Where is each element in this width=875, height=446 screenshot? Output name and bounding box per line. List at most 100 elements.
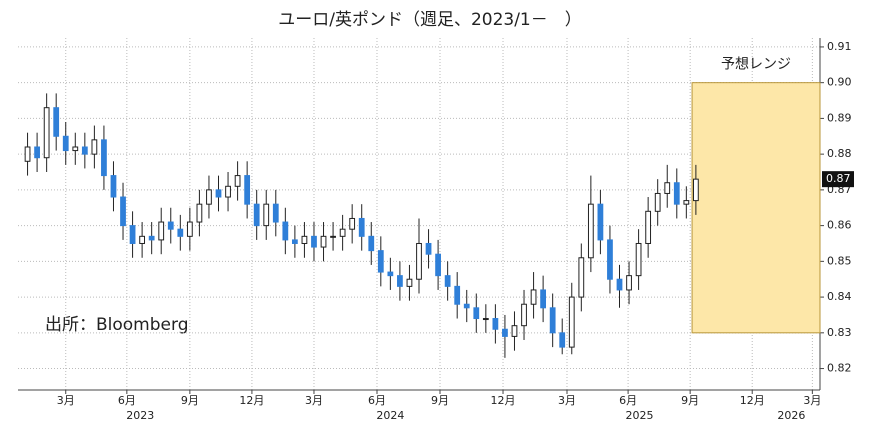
candle-body — [311, 235, 317, 248]
candle-body — [368, 235, 375, 252]
candle-body — [34, 146, 40, 159]
candle-body — [291, 239, 298, 244]
y-tick-label: 0.89 — [827, 111, 852, 124]
candle-body — [24, 146, 31, 162]
y-tick-label: 0.86 — [827, 219, 852, 232]
y-tick-label: 0.88 — [827, 147, 852, 160]
y-tick-label: 0.85 — [827, 254, 852, 267]
candle-body — [196, 203, 203, 223]
y-tick-label: 0.91 — [827, 40, 852, 53]
candle-body — [511, 325, 518, 337]
candle-body — [377, 250, 384, 273]
candle-body — [244, 175, 251, 205]
candle-body — [120, 196, 126, 227]
x-tick-label: 3月 — [305, 394, 323, 407]
candle-body — [616, 278, 623, 291]
x-tick-label: 12月 — [740, 394, 765, 407]
candle-body — [129, 225, 136, 244]
candle-body — [654, 192, 661, 212]
candle-body — [635, 242, 642, 277]
x-tick-label: 9月 — [181, 394, 199, 407]
candle-body — [263, 203, 270, 227]
forecast-label: 予想レンジ — [721, 57, 791, 73]
candle-body — [502, 328, 508, 337]
candle-body — [692, 178, 699, 202]
x-tick-label: 6月 — [619, 394, 637, 407]
x-tick-label: 12月 — [239, 394, 264, 407]
candle-body — [425, 242, 432, 255]
y-tick-label: 0.90 — [827, 76, 852, 89]
candle-body — [349, 217, 356, 230]
candle-body — [540, 289, 547, 309]
candle-body — [110, 175, 117, 198]
candle-body — [53, 107, 60, 137]
candle-body — [559, 332, 566, 348]
x-tick-label: 3月 — [803, 394, 821, 407]
candle-body — [272, 203, 279, 223]
y-tick-label: 0.84 — [827, 290, 852, 303]
candle-body — [282, 221, 289, 241]
candle-body — [177, 228, 184, 237]
candle-body — [549, 307, 556, 334]
candle-body — [578, 257, 585, 298]
candle-body — [645, 210, 652, 244]
year-label: 2024 — [376, 409, 404, 422]
last-price-label: 0.87 — [826, 172, 851, 185]
candle-body — [530, 289, 537, 305]
candle-body — [43, 107, 50, 159]
last-price-tag — [822, 171, 854, 188]
candle-body — [387, 271, 394, 277]
candle-body — [206, 189, 212, 205]
year-label: 2026 — [777, 409, 805, 422]
candle-body — [186, 221, 193, 237]
candle-body — [72, 146, 79, 152]
candle-body — [330, 235, 336, 238]
x-tick-label: 6月 — [118, 394, 136, 407]
source-note: 出所：Bloomberg — [45, 315, 188, 335]
candle-body — [444, 275, 451, 287]
x-tick-label: 9月 — [681, 394, 699, 407]
candle-body — [215, 189, 222, 198]
candle-body — [406, 278, 413, 287]
candle-body — [568, 296, 575, 348]
y-tick-label: 0.82 — [827, 362, 852, 375]
candle-body — [62, 135, 69, 152]
candle-body — [454, 285, 461, 305]
candle-body — [683, 200, 690, 205]
candle-body — [91, 139, 98, 155]
candle-body — [492, 318, 499, 330]
candle-body — [158, 221, 165, 241]
candle-body — [225, 185, 231, 198]
chart-title: ユーロ/英ポンド（週足、2023/1－ ） — [278, 10, 582, 30]
candle-body — [626, 275, 632, 291]
candle-body — [482, 318, 489, 321]
x-tick-label: 9月 — [431, 394, 449, 407]
x-tick-label: 6月 — [368, 394, 386, 407]
candle-body — [320, 235, 327, 248]
forecast-range — [691, 82, 821, 334]
candle-body — [101, 139, 107, 177]
candle-body — [416, 242, 422, 280]
candle-body — [148, 235, 155, 241]
candle-body — [435, 253, 441, 277]
candle-body — [301, 235, 308, 244]
candle-body — [139, 235, 146, 244]
candle-body — [664, 182, 671, 194]
candle-body — [673, 182, 680, 205]
candle-body — [397, 275, 403, 287]
x-tick-label: 3月 — [57, 394, 75, 407]
candle-body — [167, 221, 174, 230]
candle-body — [587, 203, 594, 259]
candle-body — [253, 203, 260, 227]
candle-body — [234, 175, 241, 187]
year-label: 2023 — [126, 409, 154, 422]
x-tick-label: 3月 — [558, 394, 576, 407]
x-tick-label: 12月 — [491, 394, 516, 407]
candle-body — [597, 203, 604, 241]
candle-body — [358, 217, 365, 237]
candle-body — [473, 307, 480, 320]
candle-body — [339, 228, 346, 237]
y-tick-label: 0.83 — [827, 326, 852, 339]
candle-body — [607, 239, 613, 280]
